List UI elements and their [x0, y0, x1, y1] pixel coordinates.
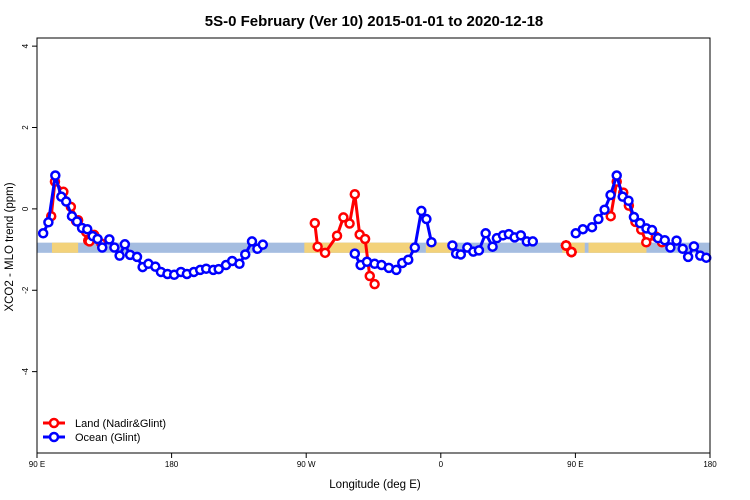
data-point: [586, 221, 598, 233]
data-point: [605, 210, 616, 222]
data-point: [455, 249, 467, 260]
data-point: [60, 196, 72, 207]
data-point: [403, 254, 414, 265]
data-point: [682, 251, 694, 263]
land-band-segment: [425, 242, 458, 253]
data-point: [605, 189, 616, 201]
data-point: [416, 205, 427, 217]
data-point: [515, 230, 527, 241]
land-band-segment: [588, 242, 617, 253]
data-point: [131, 251, 143, 263]
data-point: [641, 236, 652, 248]
y-axis-label: XCO2 - MLO trend (ppm): [4, 182, 16, 311]
data-point: [240, 249, 251, 260]
y-tick-label: 4: [21, 43, 30, 48]
legend-land-label: Land (Nadir&Glint): [75, 418, 166, 430]
legend-ocean-label: Ocean (Glint): [75, 432, 140, 444]
x-tick-label: 180: [703, 460, 717, 469]
data-point: [119, 239, 131, 250]
data-point: [364, 270, 376, 282]
y-tick-label: -4: [21, 368, 30, 376]
data-point: [527, 236, 539, 247]
data-point: [344, 218, 355, 229]
data-point: [349, 188, 361, 200]
data-point: [50, 170, 61, 181]
data-point: [480, 228, 491, 239]
data-point: [593, 213, 604, 225]
data-point: [577, 223, 589, 235]
legend-land-marker: [48, 417, 60, 429]
data-point: [104, 234, 115, 245]
data-point: [566, 246, 577, 258]
x-tick-label: 0: [439, 460, 444, 469]
data-point: [677, 243, 688, 255]
data-point: [426, 236, 437, 248]
data-point: [611, 170, 622, 181]
y-tick-label: 0: [21, 206, 30, 211]
series-group: [37, 170, 712, 290]
land-band-segment: [304, 242, 318, 253]
data-point: [71, 216, 83, 227]
data-point: [349, 248, 361, 259]
legend: Land (Nadir&Glint) Ocean (Glint): [43, 417, 166, 444]
data-point: [82, 223, 93, 235]
data-point: [246, 236, 258, 247]
data-point: [257, 239, 269, 250]
data-point: [473, 245, 485, 256]
x-tick-label: 90 W: [297, 460, 316, 469]
y-tick-label: 2: [21, 125, 30, 130]
data-point: [338, 212, 349, 223]
chart-title: 5S-0 February (Ver 10) 2015-01-01 to 202…: [205, 13, 544, 30]
data-point: [634, 217, 646, 229]
land-ocean-band: [37, 242, 710, 253]
data-point: [671, 235, 682, 246]
data-point: [599, 204, 610, 215]
legend-ocean-marker: [48, 431, 60, 443]
data-point: [114, 250, 125, 261]
data-point: [391, 264, 402, 276]
data-point: [560, 240, 572, 251]
data-point: [331, 230, 343, 241]
data-point: [369, 278, 380, 290]
data-point: [487, 241, 498, 252]
data-point: [359, 233, 371, 245]
plot-frame: [36, 37, 711, 454]
data-point: [665, 242, 676, 253]
data-point: [319, 247, 331, 259]
data-point: [409, 242, 421, 253]
data-point: [43, 217, 54, 228]
data-point: [309, 217, 321, 229]
data-point: [646, 224, 658, 236]
series-ocean: [37, 170, 712, 281]
data-point: [701, 252, 712, 263]
land-band-segment: [51, 242, 79, 253]
data-point: [628, 211, 640, 223]
data-point: [234, 258, 245, 270]
data-point: [623, 195, 634, 206]
x-axis-label: Longitude (deg E): [329, 479, 421, 491]
data-point: [447, 240, 458, 251]
data-point: [96, 242, 108, 253]
data-point: [659, 234, 671, 246]
axes: 4 2 0 -2 -4 90 E 180 90 W 0 90 E 180: [21, 37, 717, 469]
data-point: [421, 213, 432, 225]
data-point: [312, 241, 323, 252]
x-tick-label: 90 E: [29, 460, 45, 469]
land-band-segment: [616, 242, 647, 253]
y-tick-label: -2: [21, 286, 30, 294]
data-point: [688, 241, 700, 252]
x-tick-label: 90 E: [567, 460, 583, 469]
data-point: [109, 242, 120, 253]
data-point: [92, 233, 103, 245]
x-tick-label: 180: [165, 460, 179, 469]
data-point: [37, 228, 49, 239]
